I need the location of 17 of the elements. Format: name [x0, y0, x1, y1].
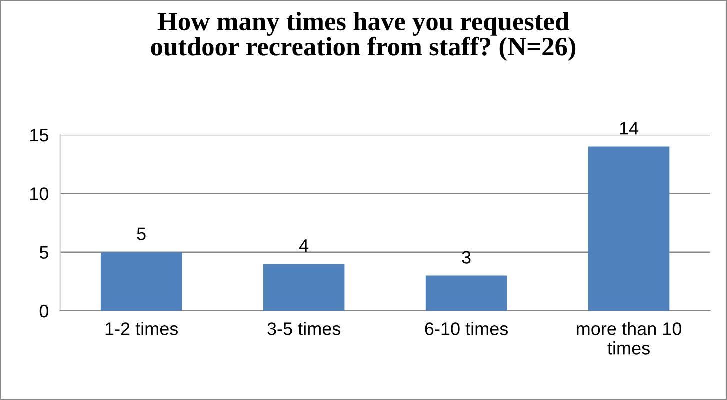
chart-title: How many times have you requested outdoor recreation from staff? (N=26) — [151, 12, 576, 62]
data-label: 4 — [299, 240, 309, 252]
bar — [263, 264, 345, 311]
y-tick-label: 5 — [40, 246, 48, 260]
data-label: 5 — [137, 228, 146, 240]
x-tick-label: more than 10 times — [577, 322, 682, 355]
x-tick-label: 1-2 times — [106, 322, 178, 336]
y-tick-label: 0 — [40, 304, 49, 318]
bar — [588, 146, 670, 311]
y-tick-label: 10 — [30, 188, 49, 200]
y-tick-label: 15 — [30, 129, 48, 142]
data-label: 3 — [462, 251, 471, 264]
x-tick-label: 6-10 times — [425, 322, 508, 336]
data-label: 14 — [620, 122, 639, 135]
bar — [426, 276, 508, 311]
bar — [100, 252, 182, 311]
x-tick-label: 3-5 times — [268, 322, 341, 336]
